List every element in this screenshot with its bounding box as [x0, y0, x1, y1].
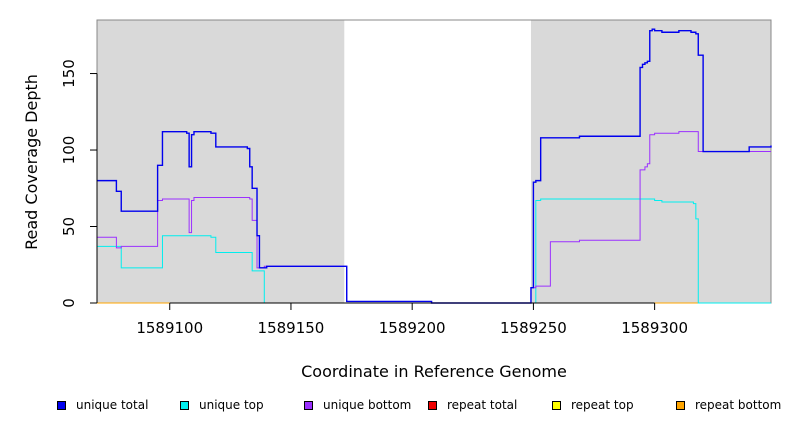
- legend-swatch-repeat-bottom: [676, 400, 685, 410]
- legend-item-unique-total: unique total: [57, 398, 148, 412]
- legend-item-repeat-top: repeat top: [552, 398, 634, 412]
- legend-item-repeat-total: repeat total: [428, 398, 517, 412]
- x-tick-label: 1589200: [379, 319, 446, 337]
- legend-swatch-unique-top: [180, 400, 189, 410]
- legend-label: unique total: [76, 398, 149, 412]
- y-axis: 0 50 100 150: [60, 59, 98, 308]
- legend-swatch-unique-total: [57, 400, 66, 410]
- legend-item-unique-top: unique top: [180, 398, 264, 412]
- legend-label: unique bottom: [323, 398, 412, 412]
- legend-swatch-repeat-top: [552, 400, 561, 410]
- legend-label: repeat top: [571, 398, 634, 412]
- x-tick-label: 1589300: [621, 319, 688, 337]
- legend: unique total unique top unique bottom re…: [0, 398, 792, 420]
- x-tick-label: 1589100: [136, 319, 203, 337]
- x-tick-label: 1589250: [500, 319, 567, 337]
- legend-swatch-unique-bottom: [304, 400, 313, 410]
- legend-label: unique top: [199, 398, 264, 412]
- legend-item-repeat-bottom: repeat bottom: [676, 398, 781, 412]
- series-line-unique-total: [97, 28, 772, 304]
- legend-item-unique-bottom: unique bottom: [304, 398, 411, 412]
- shaded-region-2: [530, 20, 771, 303]
- y-axis-title: Read Coverage Depth: [22, 74, 41, 250]
- y-tick-label: 150: [60, 59, 78, 88]
- y-tick-label: 100: [60, 136, 78, 165]
- x-axis-title: Coordinate in Reference Genome: [301, 362, 567, 381]
- y-tick-label: 50: [60, 217, 78, 236]
- y-tick-label: 0: [60, 298, 78, 308]
- shaded-region-1: [97, 20, 345, 303]
- legend-swatch-repeat-total: [428, 400, 437, 410]
- x-axis: 1589100 1589150 1589200 1589250 1589300: [136, 302, 688, 337]
- shaded-regions: [97, 20, 771, 303]
- x-tick-label: 1589150: [258, 319, 325, 337]
- legend-label: repeat bottom: [695, 398, 782, 412]
- legend-label: repeat total: [447, 398, 518, 412]
